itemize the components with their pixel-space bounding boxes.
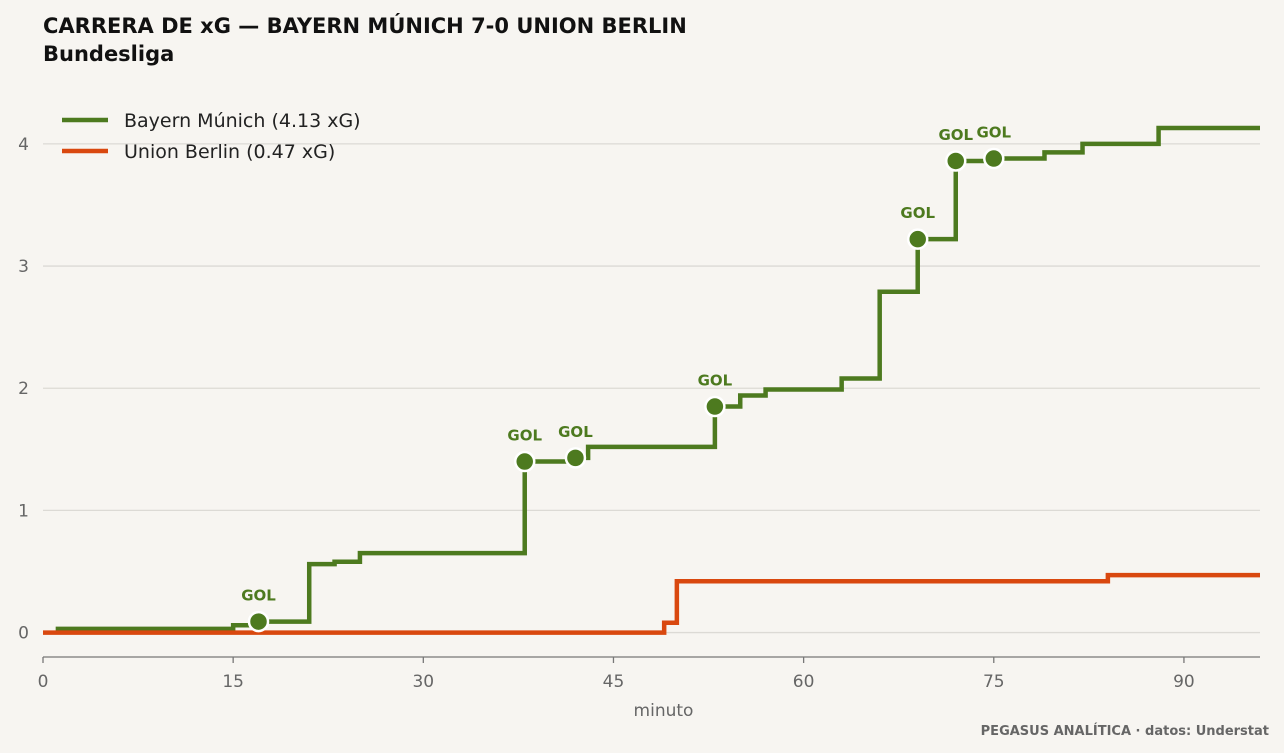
y-tick-label: 2: [18, 379, 29, 399]
legend: Bayern Múnich (4.13 xG) Union Berlin (0.4…: [62, 110, 361, 163]
series-line-0: [55, 125, 1260, 632]
goal-label: GOL: [558, 423, 593, 441]
series-line-1: [43, 572, 1260, 635]
y-tick-label: 4: [18, 135, 29, 155]
x-tick-label: 0: [38, 672, 49, 692]
legend-label-1: Union Berlin (0.47 xG): [124, 141, 335, 163]
x-tick-label: 90: [1173, 672, 1195, 692]
x-tick-label: 15: [222, 672, 244, 692]
goal-marker: [247, 610, 270, 633]
goal-label: GOL: [507, 427, 542, 445]
y-tick-label: 3: [18, 257, 29, 277]
x-tick-label: 45: [603, 672, 625, 692]
chart-title: CARRERA DE xG — BAYERN MÚNICH 7-0 UNION …: [43, 12, 687, 68]
goal-marker: [564, 447, 587, 469]
y-tick-label: 1: [18, 501, 29, 521]
goal-label: GOL: [976, 124, 1011, 142]
axes: 0 1 2 3 4 0 15 30 45 60 75 90 minuto: [18, 135, 1260, 721]
y-tick-label: 0: [18, 624, 29, 644]
goal-marker: [983, 147, 1005, 170]
goal-marker: [945, 150, 967, 172]
goal-label: GOL: [241, 587, 276, 605]
x-tick-label: 30: [412, 672, 434, 692]
x-tick-label: 60: [793, 672, 815, 692]
chart-title-main: CARRERA DE xG — BAYERN MÚNICH 7-0 UNION …: [43, 14, 687, 38]
goal-label: GOL: [698, 372, 733, 390]
goal-label: GOL: [900, 204, 935, 222]
chart-subtitle: Bundesliga: [43, 42, 175, 66]
series-lines: [43, 125, 1260, 635]
x-tick-label: 75: [983, 672, 1005, 692]
goal-marker: [704, 395, 726, 418]
goal-marker: [513, 450, 536, 473]
legend-label-0: Bayern Múnich (4.13 xG): [124, 110, 361, 132]
gridlines: [43, 143, 1260, 634]
x-axis-title: minuto: [634, 701, 694, 721]
goal-label: GOL: [938, 126, 973, 144]
source-note: PEGASUS ANALÍTICA · datos: Understat: [980, 724, 1269, 739]
goal-marker: [906, 228, 929, 250]
